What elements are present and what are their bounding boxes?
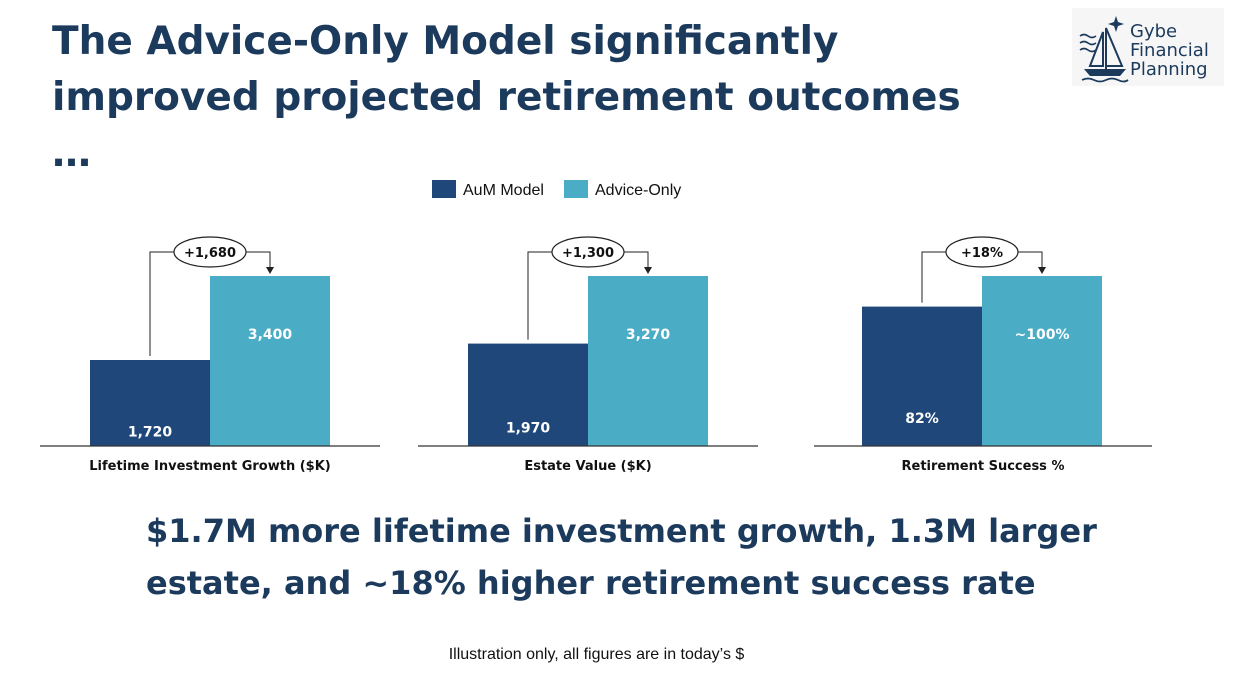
x-axis-label-0: Lifetime Investment Growth ($K) xyxy=(89,459,330,474)
company-logo: Gybe Financial Planning xyxy=(1072,8,1224,86)
logo-line-2: Financial xyxy=(1130,40,1209,61)
bar-value-label-1-0: 1,970 xyxy=(506,420,551,436)
logo-line-1: Gybe xyxy=(1130,21,1178,42)
bar-value-label-0-0: 1,720 xyxy=(128,425,173,441)
difference-label-0: +1,680 xyxy=(184,246,236,261)
difference-label-2: +18% xyxy=(961,246,1003,261)
bar-value-label-2-0: 82% xyxy=(905,411,939,427)
bar-0-1 xyxy=(210,276,330,446)
slide-title: The Advice-Only Model significantly impr… xyxy=(52,19,961,176)
bar-1-0 xyxy=(468,343,588,446)
difference-arrowhead-0 xyxy=(266,267,274,274)
legend-swatch-1 xyxy=(564,180,588,198)
summary-text: $1.7M more lifetime investment growth, 1… xyxy=(146,505,1146,609)
bar-value-label-0-1: 3,400 xyxy=(248,327,293,343)
legend-label-0: AuM Model xyxy=(463,182,544,199)
difference-arrowhead-1 xyxy=(644,267,652,274)
difference-arrowhead-2 xyxy=(1038,267,1046,274)
legend-swatch-0 xyxy=(432,180,456,198)
difference-bubble-0 xyxy=(173,236,247,268)
x-axis-label-2: Retirement Success % xyxy=(902,459,1065,474)
bar-value-label-2-1: ~100% xyxy=(1015,327,1070,343)
bar-value-label-1-1: 3,270 xyxy=(626,327,671,343)
logo-line-3: Planning xyxy=(1130,59,1208,80)
bar-1-1 xyxy=(588,276,708,446)
footnote: Illustration only, all figures are in to… xyxy=(448,646,745,663)
difference-bubble-1 xyxy=(551,236,625,268)
bar-2-0 xyxy=(862,306,982,446)
summary-line-1: $1.7M more lifetime investment growth, 1… xyxy=(146,512,1097,550)
summary-line-2: estate, and ~18% higher retirement succe… xyxy=(146,564,1036,602)
logo-text: Gybe Financial Planning xyxy=(1130,22,1209,79)
x-axis-label-1: Estate Value ($K) xyxy=(524,459,651,474)
bar-2-1 xyxy=(982,276,1102,446)
difference-bubble-2 xyxy=(945,236,1019,268)
difference-label-1: +1,300 xyxy=(562,246,614,261)
legend-label-1: Advice-Only xyxy=(595,182,681,199)
bar-chart: AuM Model Advice-Only 1,720 3,400 Lifetime I… xyxy=(40,180,1152,474)
bar-0-0 xyxy=(90,360,210,446)
sailboat-icon xyxy=(1079,16,1129,83)
